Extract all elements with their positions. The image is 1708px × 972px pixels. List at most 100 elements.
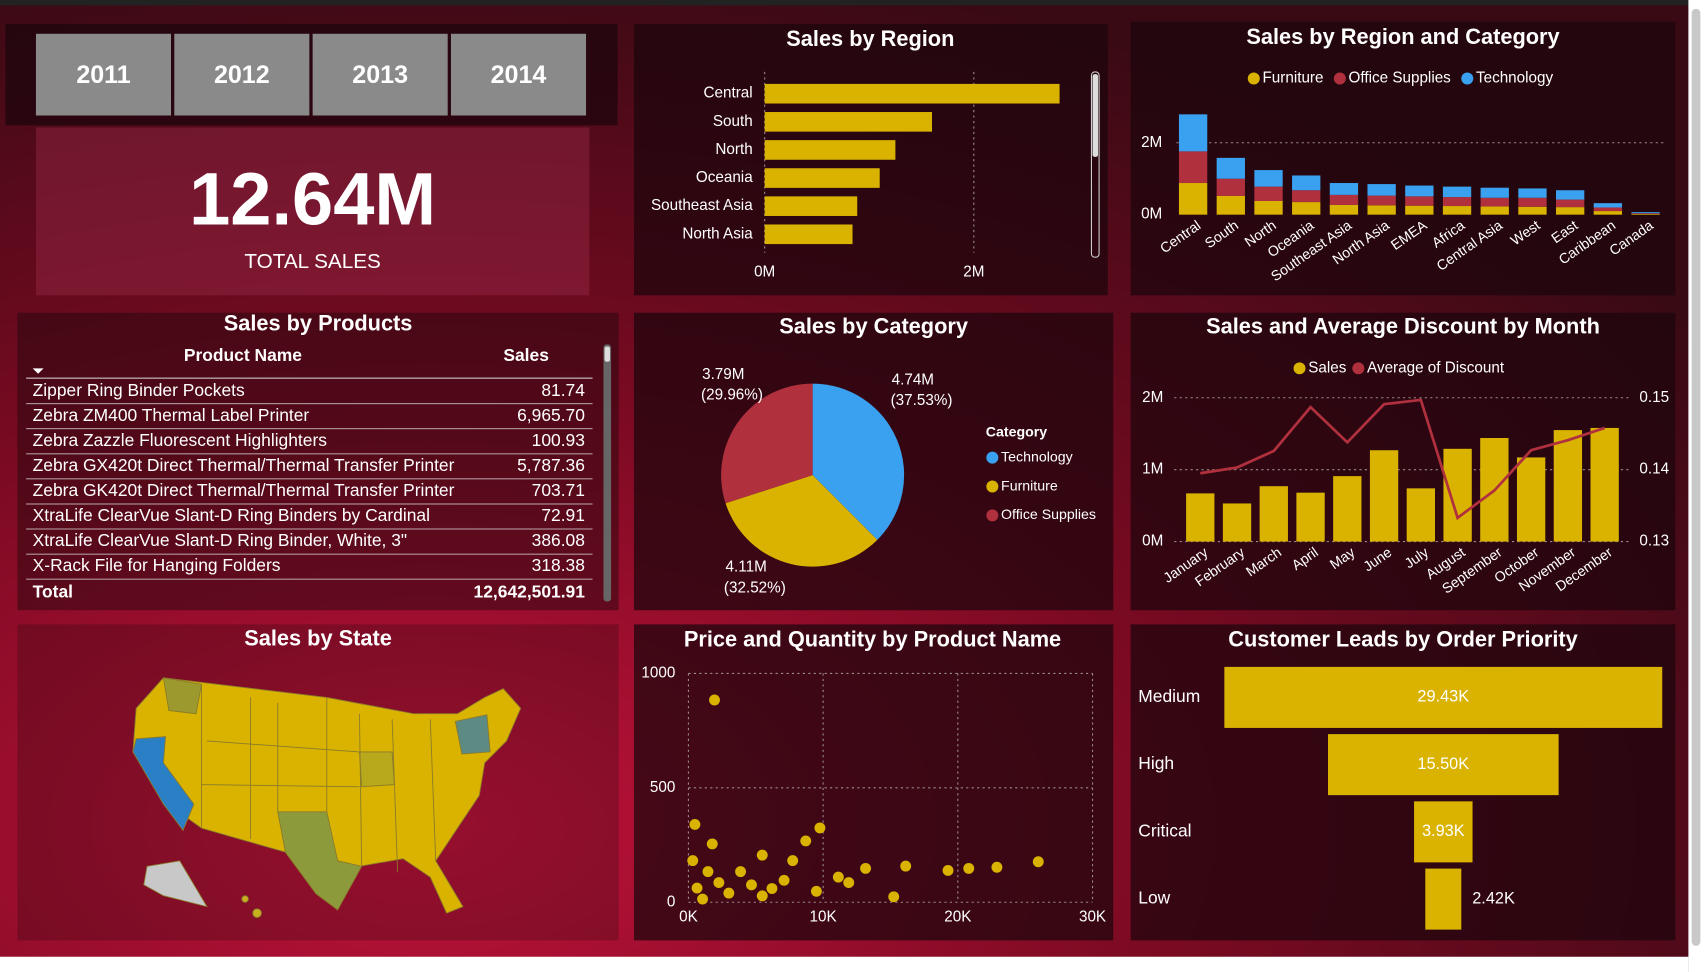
bar-segment	[1329, 204, 1359, 215]
bar-segment	[1216, 178, 1245, 196]
cell: 81.74	[541, 380, 585, 400]
bar	[1590, 427, 1619, 542]
point	[900, 860, 912, 872]
data-label: 2.42K	[1472, 889, 1515, 907]
y-tick-label: 1M	[1142, 461, 1163, 478]
bar-segment	[1329, 183, 1359, 195]
year-label[interactable]: 2014	[491, 61, 547, 89]
bar	[1186, 493, 1215, 542]
point	[702, 866, 714, 878]
bar-segment	[1631, 213, 1660, 215]
bar-segment	[1367, 195, 1396, 206]
bar	[764, 224, 853, 245]
point	[787, 855, 799, 867]
bar-segment	[1178, 151, 1208, 184]
legend-marker	[1333, 72, 1346, 85]
year-button[interactable]	[174, 33, 310, 116]
point	[814, 822, 826, 834]
bar	[1406, 488, 1435, 542]
year-button[interactable]	[35, 33, 172, 116]
sort-arrow[interactable]	[32, 368, 44, 374]
panel	[17, 312, 619, 611]
legend-title: Category	[986, 424, 1047, 440]
top-strip	[0, 0, 1708, 6]
cell: Zipper Ring Binder Pockets	[33, 380, 245, 400]
data-label: 29.43K	[1417, 688, 1469, 706]
legend-label: Furniture	[1001, 478, 1058, 494]
legend-marker	[1293, 362, 1306, 375]
bar	[1443, 448, 1472, 542]
cell: 72.91	[541, 505, 585, 525]
kpi-card	[35, 127, 590, 296]
page-scrollbar[interactable]	[1691, 8, 1701, 946]
pie-slice	[812, 383, 905, 540]
funnel-bar	[1327, 734, 1559, 796]
bar	[1296, 492, 1325, 542]
point	[756, 849, 768, 861]
point	[709, 694, 720, 706]
cell: 318.38	[532, 555, 585, 575]
data-label: (32.52%)	[724, 579, 786, 596]
chart-title: Customer Leads by Order Priority	[1228, 626, 1577, 651]
point	[843, 877, 855, 889]
point	[735, 866, 747, 878]
bar	[1333, 476, 1362, 542]
bar-segment	[1518, 206, 1547, 215]
year-label[interactable]: 2013	[352, 61, 408, 89]
point	[991, 861, 1003, 873]
bar	[764, 168, 880, 188]
point	[746, 879, 757, 891]
bar	[764, 140, 896, 160]
legend-label: Technology	[1476, 69, 1554, 86]
map-title: Sales by State	[244, 625, 392, 650]
chart-title: Sales by Region	[786, 26, 954, 51]
kpi-label: TOTAL SALES	[244, 250, 380, 273]
funnel-bar	[1224, 666, 1663, 728]
year-label[interactable]: 2011	[76, 61, 130, 89]
bar-segment	[1593, 211, 1623, 215]
chart-title: Sales by Category	[779, 314, 968, 339]
bar-segment	[1292, 175, 1321, 191]
year-label[interactable]: 2012	[214, 61, 270, 89]
point	[942, 865, 954, 876]
y-tick-label: 2M	[1141, 134, 1162, 151]
scrollbar[interactable]	[1090, 71, 1100, 258]
category-label: Medium	[1138, 686, 1200, 706]
bar-segment	[1480, 197, 1509, 207]
point	[706, 838, 718, 850]
bar-segment	[1254, 186, 1283, 202]
bar-segment	[1254, 201, 1283, 215]
y-tick-label: Oceania	[696, 169, 753, 186]
category-label: Critical	[1138, 820, 1191, 840]
legend-label: Office Supplies	[1001, 507, 1096, 523]
state	[359, 751, 395, 788]
point	[689, 819, 701, 830]
bar-segment	[1518, 197, 1547, 207]
bottom-strip	[0, 956, 1689, 972]
total-label: Total	[33, 581, 73, 601]
year-button[interactable]	[312, 33, 448, 116]
bar	[1369, 450, 1399, 542]
bar-segment	[1367, 205, 1396, 215]
y-tick-label: 0M	[1141, 206, 1162, 223]
point	[697, 893, 709, 905]
category-label: High	[1138, 753, 1174, 773]
bar-segment	[1631, 212, 1660, 214]
scrollbar[interactable]	[603, 344, 612, 602]
bar-segment	[1216, 157, 1245, 179]
bar-segment	[1518, 188, 1547, 198]
cell: XtraLife ClearVue Slant-D Ring Binder, W…	[33, 530, 407, 550]
point	[756, 890, 768, 902]
legend-marker	[1461, 72, 1474, 85]
year-button[interactable]	[450, 33, 587, 116]
legend-label: Average of Discount	[1367, 359, 1505, 376]
bar-segment	[1367, 184, 1396, 196]
state-borders	[201, 684, 437, 872]
scroll-thumb[interactable]	[1092, 74, 1098, 157]
scroll-thumb[interactable]	[604, 346, 610, 362]
state	[241, 895, 249, 903]
bar-segment	[1292, 190, 1321, 203]
funnel-bar	[1414, 801, 1473, 863]
bar-segment	[1292, 202, 1321, 215]
cell: Zebra Zazzle Fluorescent Highlighters	[33, 430, 328, 450]
